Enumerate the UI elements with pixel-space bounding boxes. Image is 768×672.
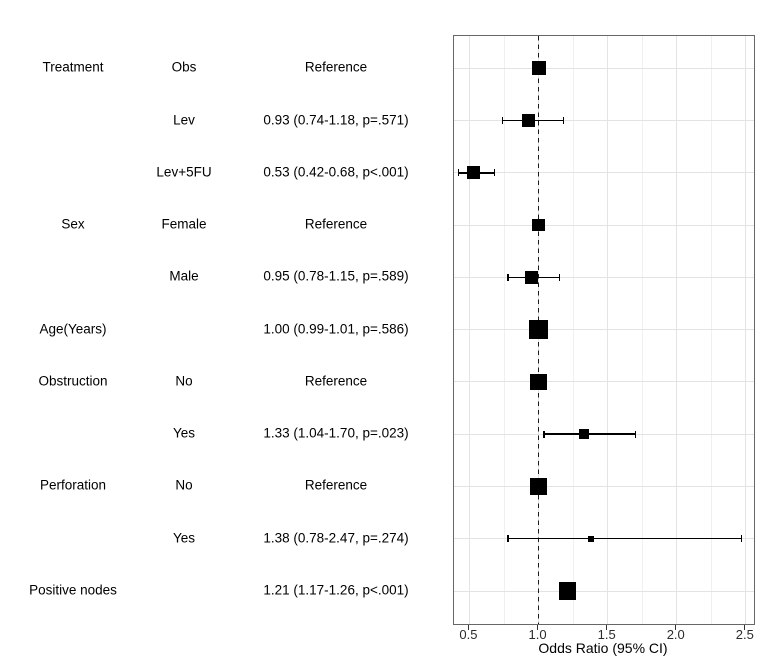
- or-marker: [529, 320, 549, 340]
- row-estimate-label: 0.53 (0.42-0.68, p<.001): [263, 164, 409, 180]
- row-estimate-label: 1.21 (1.17-1.26, p<.001): [263, 582, 409, 598]
- row-level-label: Male: [169, 268, 199, 284]
- ci-whisker: [508, 537, 742, 540]
- row-estimate-label: 0.95 (0.78-1.15, p=.589): [263, 268, 409, 284]
- row-label-table: Treatment Obs Reference Lev 0.93 (0.74-1.18,…: [29, 59, 409, 598]
- row-estimate-label: Reference: [304, 59, 368, 75]
- row-group-label: Age(Years): [39, 320, 107, 336]
- x-tick-label: 2.5: [735, 627, 754, 642]
- gridline-horizontal: [454, 485, 754, 487]
- x-axis-title: Odds Ratio (95% CI): [538, 640, 668, 656]
- row-level-label: Yes: [172, 425, 196, 441]
- row-group-label: Positive nodes: [29, 582, 117, 598]
- ci-cap-low: [507, 535, 509, 543]
- x-tick-label: 0.5: [459, 627, 478, 642]
- or-marker: [558, 582, 577, 600]
- row-estimate-label: Reference: [304, 373, 368, 389]
- row-level-label: No: [175, 477, 193, 493]
- or-marker: [579, 429, 590, 440]
- row-level-label: Obs: [171, 59, 197, 75]
- row-level-label: Lev+5FU: [156, 164, 212, 180]
- ci-cap-high: [740, 535, 743, 543]
- ci-cap-high: [634, 430, 637, 438]
- row-estimate-label: 1.38 (0.78-2.47, p=.274): [263, 529, 409, 545]
- or-marker: [588, 535, 595, 542]
- row-group-label: Obstruction: [38, 373, 108, 389]
- gridline-horizontal: [454, 590, 754, 592]
- row-level-label: Female: [161, 216, 207, 232]
- row-estimate-label: 0.93 (0.74-1.18, p=.571): [263, 111, 409, 127]
- ci-cap-low: [501, 117, 504, 125]
- row-estimate-label: Reference: [304, 477, 368, 493]
- ci-cap-high: [493, 169, 496, 177]
- gridline-horizontal: [454, 224, 754, 226]
- gridline-horizontal: [454, 329, 754, 331]
- gridline-horizontal: [454, 120, 754, 122]
- x-tick: [675, 624, 677, 630]
- row-group-label: Treatment: [42, 59, 104, 75]
- row-group-label: Sex: [61, 216, 85, 232]
- ci-cap-low: [507, 273, 509, 281]
- gridline-horizontal: [454, 276, 754, 278]
- row-estimate-label: 1.00 (0.99-1.01, p=.586): [263, 320, 409, 336]
- or-marker: [522, 114, 536, 128]
- or-marker: [531, 61, 546, 76]
- or-marker: [530, 373, 547, 391]
- row-estimate-label: 1.33 (1.04-1.70, p=.023): [263, 425, 409, 441]
- x-tick: [536, 624, 539, 630]
- ci-cap-high: [558, 273, 561, 281]
- row-estimate-label: Reference: [304, 216, 368, 232]
- row-level-label: No: [175, 373, 193, 389]
- gridline-horizontal: [454, 172, 754, 174]
- x-tick: [606, 624, 608, 630]
- or-marker: [530, 478, 547, 495]
- gridline-horizontal: [454, 381, 754, 383]
- row-level-label: Yes: [172, 529, 196, 545]
- ci-cap-low: [543, 430, 545, 438]
- row-group-label: Perforation: [39, 477, 107, 493]
- x-tick: [744, 624, 746, 630]
- ci-cap-low: [457, 169, 460, 177]
- ci-cap-high: [562, 117, 565, 125]
- gridline-horizontal: [454, 67, 754, 69]
- or-marker: [525, 270, 539, 284]
- row-level-label: Lev: [173, 111, 195, 127]
- plot-panel: [453, 35, 755, 625]
- x-tick: [467, 624, 470, 630]
- or-marker: [532, 218, 545, 232]
- ci-whisker: [544, 433, 636, 435]
- or-marker: [467, 166, 481, 180]
